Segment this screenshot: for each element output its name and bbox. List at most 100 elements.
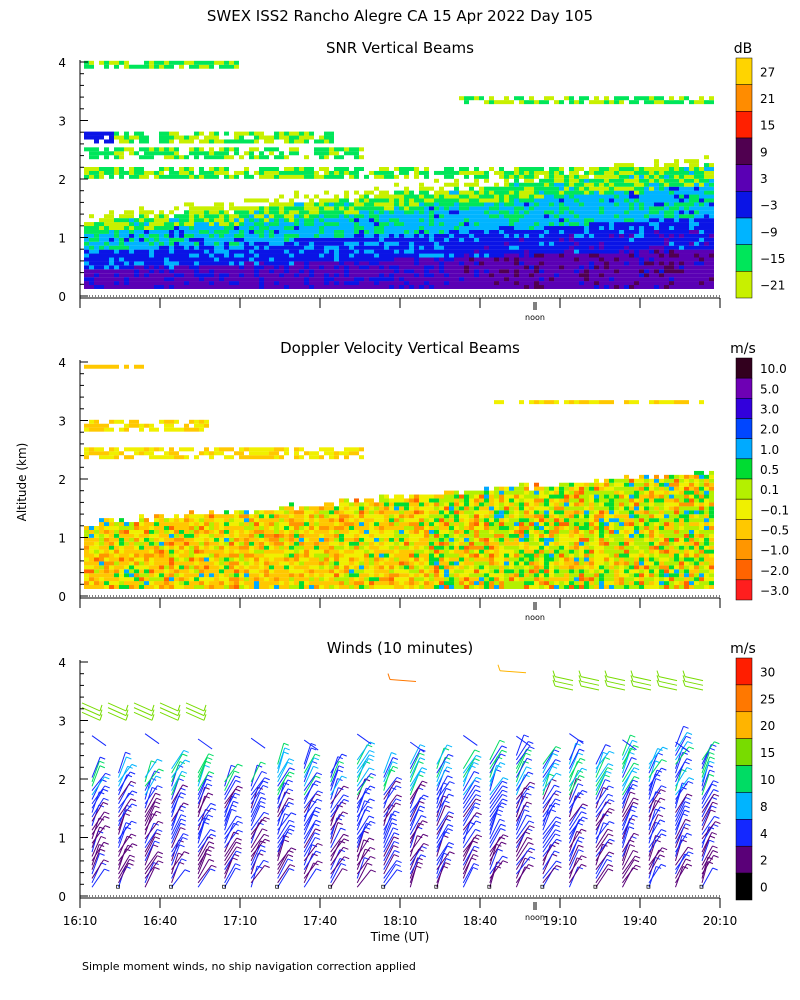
snr-cell [379, 265, 384, 270]
snr-cell [129, 269, 134, 274]
snr-cell [309, 198, 314, 203]
snr-cell [694, 237, 699, 242]
doppler-cell [219, 514, 224, 519]
snr-cell [539, 269, 544, 274]
snr-cell [359, 245, 364, 250]
snr-cell [604, 229, 609, 234]
snr-cell [489, 253, 494, 258]
doppler-cell [214, 573, 219, 578]
doppler-cell [304, 514, 309, 519]
snr-cell [199, 139, 204, 144]
snr-cell [224, 249, 229, 254]
snr-cell [439, 261, 444, 266]
snr-cell [549, 229, 554, 234]
doppler-cell [244, 537, 249, 542]
doppler-cell [284, 557, 289, 562]
doppler-cell [104, 565, 109, 570]
snr-cell [114, 218, 119, 223]
snr-cell [524, 214, 529, 219]
snr-cell [119, 166, 124, 171]
doppler-cell [339, 522, 344, 527]
snr-cell [634, 222, 639, 227]
snr-cell [344, 222, 349, 227]
snr-cell [654, 198, 659, 203]
snr-cell [359, 225, 364, 230]
snr-cell [159, 147, 164, 152]
doppler-cell [84, 584, 89, 589]
snr-cell [579, 245, 584, 250]
doppler-cell [234, 577, 239, 582]
doppler-cell [244, 518, 249, 523]
doppler-cell [214, 451, 219, 456]
doppler-cell [214, 514, 219, 519]
snr-cell [574, 210, 579, 215]
snr-cell [539, 284, 544, 289]
snr-cell [574, 178, 579, 183]
snr-cell [359, 198, 364, 203]
snr-cell [159, 237, 164, 242]
snr-cell [664, 253, 669, 258]
snr-cell [629, 100, 634, 105]
doppler-cell [119, 525, 124, 530]
snr-cell [699, 233, 704, 238]
snr-cell [169, 210, 174, 215]
snr-cell [334, 198, 339, 203]
snr-cell [304, 194, 309, 199]
snr-cell [699, 206, 704, 211]
snr-cell [364, 229, 369, 234]
doppler-cell [184, 565, 189, 570]
snr-cell [499, 225, 504, 230]
snr-cell [384, 214, 389, 219]
snr-cell [129, 218, 134, 223]
snr-cell [244, 218, 249, 223]
doppler-cell [214, 545, 219, 550]
snr-cell [119, 147, 124, 152]
snr-cell [229, 214, 234, 219]
snr-cell [464, 202, 469, 207]
snr-cell [584, 249, 589, 254]
snr-cell [344, 151, 349, 156]
snr-cell [454, 186, 459, 191]
doppler-cell [204, 584, 209, 589]
snr-cell [334, 261, 339, 266]
doppler-cell [179, 584, 184, 589]
snr-cell [439, 281, 444, 286]
snr-cell [274, 210, 279, 215]
snr-cell [689, 222, 694, 227]
snr-cell [494, 198, 499, 203]
doppler-cell [239, 584, 244, 589]
doppler-cell [179, 565, 184, 570]
doppler-cell [319, 569, 324, 574]
snr-cell [369, 253, 374, 258]
snr-cell [569, 269, 574, 274]
snr-cell [419, 198, 424, 203]
snr-cell [524, 206, 529, 211]
snr-cell [169, 269, 174, 274]
doppler-cell [284, 522, 289, 527]
snr-cell [709, 182, 714, 187]
snr-cell [569, 284, 574, 289]
snr-cell [679, 233, 684, 238]
snr-cell [404, 249, 409, 254]
snr-cell [134, 229, 139, 234]
doppler-cell [179, 529, 184, 534]
snr-cell [454, 253, 459, 258]
doppler-cell [94, 569, 99, 574]
snr-cell [654, 214, 659, 219]
snr-cell [109, 166, 114, 171]
snr-cell [174, 284, 179, 289]
snr-cell [334, 249, 339, 254]
doppler-cell [239, 533, 244, 538]
snr-cell [179, 135, 184, 140]
doppler-cell [134, 553, 139, 558]
snr-cell [214, 225, 219, 230]
snr-cell [469, 206, 474, 211]
snr-cell [149, 147, 154, 152]
snr-cell [439, 269, 444, 274]
snr-cell [504, 284, 509, 289]
snr-cell [404, 229, 409, 234]
doppler-cell [109, 364, 114, 369]
snr-cell [364, 225, 369, 230]
snr-cell [624, 96, 629, 101]
doppler-cell [274, 529, 279, 534]
